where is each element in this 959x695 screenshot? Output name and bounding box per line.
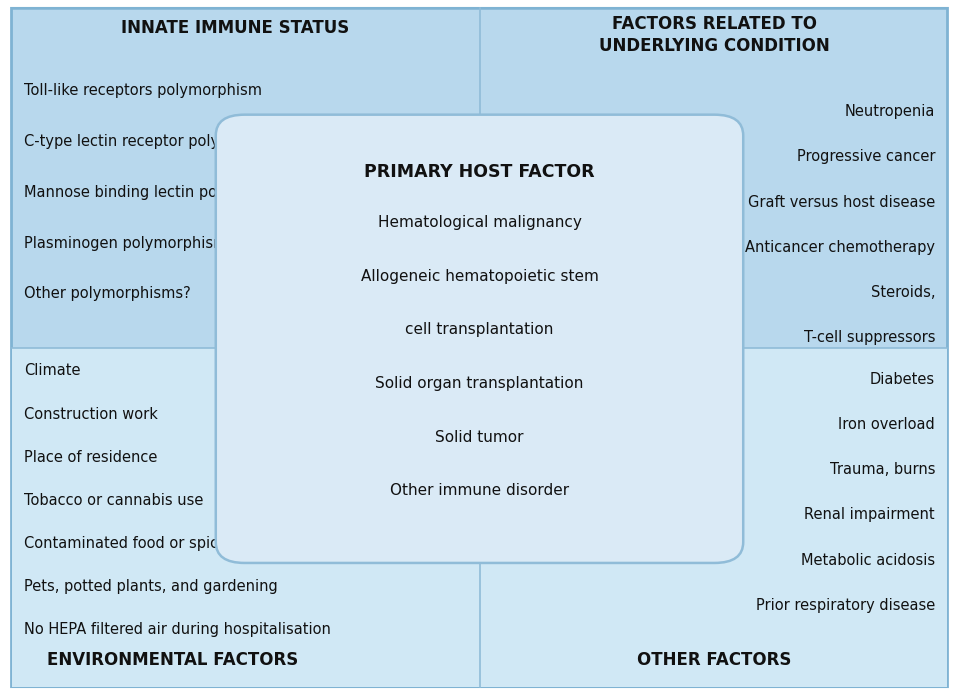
Text: Toll-like receptors polymorphism: Toll-like receptors polymorphism bbox=[24, 83, 262, 99]
Text: Trauma, burns: Trauma, burns bbox=[830, 462, 935, 477]
Text: PRIMARY HOST FACTOR: PRIMARY HOST FACTOR bbox=[364, 163, 595, 181]
Text: Solid tumor: Solid tumor bbox=[435, 430, 524, 445]
Text: Allogeneic hematopoietic stem: Allogeneic hematopoietic stem bbox=[361, 269, 598, 284]
Text: ENVIRONMENTAL FACTORS: ENVIRONMENTAL FACTORS bbox=[47, 651, 298, 669]
Text: Anticancer chemotherapy: Anticancer chemotherapy bbox=[745, 240, 935, 255]
Text: Renal impairment: Renal impairment bbox=[805, 507, 935, 523]
Text: No HEPA filtered air during hospitalisation: No HEPA filtered air during hospitalisat… bbox=[24, 622, 331, 637]
Text: Solid organ transplantation: Solid organ transplantation bbox=[375, 376, 584, 391]
Text: FACTORS RELATED TO
UNDERLYING CONDITION: FACTORS RELATED TO UNDERLYING CONDITION bbox=[599, 15, 830, 56]
Text: Plasminogen polymorphism: Plasminogen polymorphism bbox=[24, 236, 227, 251]
Text: Hematological malignancy: Hematological malignancy bbox=[378, 215, 581, 231]
Text: Progressive cancer: Progressive cancer bbox=[797, 149, 935, 165]
Text: Steroids,: Steroids, bbox=[871, 285, 935, 300]
Text: Graft versus host disease: Graft versus host disease bbox=[748, 195, 935, 210]
Text: Mannose binding lectin polymorphism: Mannose binding lectin polymorphism bbox=[24, 185, 304, 200]
Text: Pets, potted plants, and gardening: Pets, potted plants, and gardening bbox=[24, 579, 278, 594]
Text: Metabolic acidosis: Metabolic acidosis bbox=[801, 553, 935, 568]
Text: Neutropenia: Neutropenia bbox=[845, 104, 935, 120]
Text: Other polymorphisms?: Other polymorphisms? bbox=[24, 286, 191, 302]
Text: Iron overload: Iron overload bbox=[838, 417, 935, 432]
Text: Tobacco or cannabis use: Tobacco or cannabis use bbox=[24, 493, 203, 508]
Text: Construction work: Construction work bbox=[24, 407, 158, 422]
Text: OTHER FACTORS: OTHER FACTORS bbox=[638, 651, 791, 669]
Text: Other immune disorder: Other immune disorder bbox=[390, 483, 569, 498]
Text: Place of residence: Place of residence bbox=[24, 450, 157, 465]
Text: Climate: Climate bbox=[24, 363, 81, 379]
Text: Prior respiratory disease: Prior respiratory disease bbox=[756, 598, 935, 613]
FancyBboxPatch shape bbox=[216, 115, 743, 563]
Text: cell transplantation: cell transplantation bbox=[406, 322, 553, 338]
FancyBboxPatch shape bbox=[12, 8, 947, 687]
Bar bbox=[12, 348, 947, 687]
Text: INNATE IMMUNE STATUS: INNATE IMMUNE STATUS bbox=[121, 19, 349, 38]
Text: Contaminated food or spices: Contaminated food or spices bbox=[24, 536, 235, 551]
Text: Diabetes: Diabetes bbox=[870, 372, 935, 387]
Text: C-type lectin receptor polymoprphism: C-type lectin receptor polymoprphism bbox=[24, 134, 302, 149]
Text: T-cell suppressors: T-cell suppressors bbox=[804, 330, 935, 345]
